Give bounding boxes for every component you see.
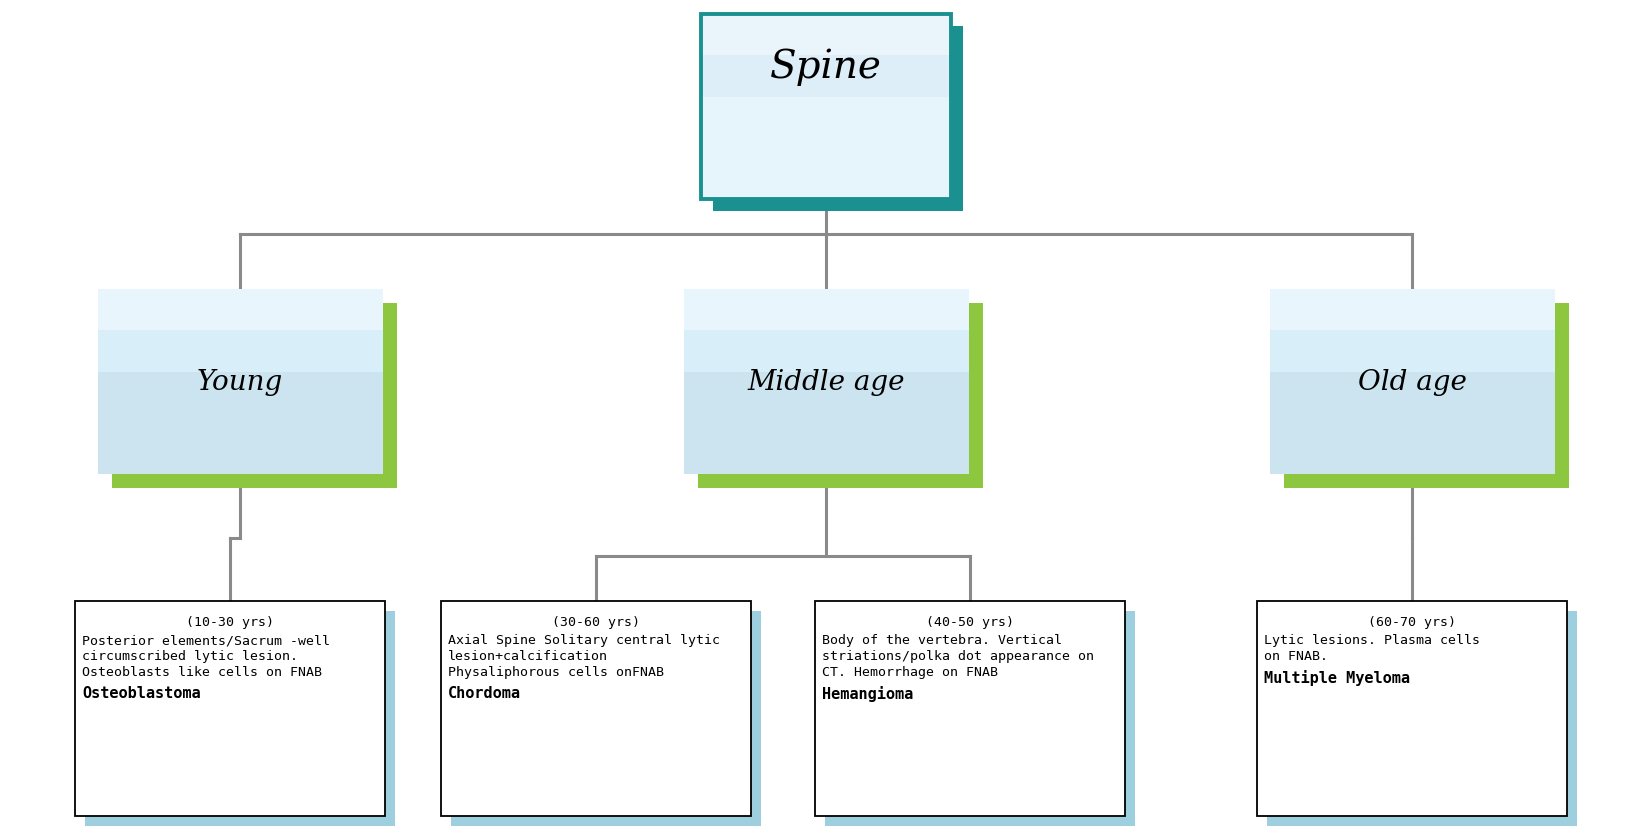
- FancyBboxPatch shape: [1269, 290, 1555, 373]
- Text: striations/polka dot appearance on: striations/polka dot appearance on: [823, 649, 1094, 662]
- Text: Hemangioma: Hemangioma: [823, 686, 914, 701]
- FancyBboxPatch shape: [824, 611, 1135, 826]
- FancyBboxPatch shape: [97, 290, 383, 474]
- FancyBboxPatch shape: [700, 15, 952, 99]
- FancyBboxPatch shape: [684, 290, 968, 474]
- Text: Chordoma: Chordoma: [448, 686, 520, 700]
- Text: Osteoblasts like cells on FNAB: Osteoblasts like cells on FNAB: [83, 665, 322, 678]
- FancyBboxPatch shape: [74, 601, 385, 816]
- Text: (60-70 yrs): (60-70 yrs): [1368, 615, 1455, 628]
- Text: Osteoblastoma: Osteoblastoma: [83, 686, 200, 700]
- FancyBboxPatch shape: [700, 15, 952, 55]
- FancyBboxPatch shape: [684, 290, 968, 330]
- FancyBboxPatch shape: [684, 290, 968, 373]
- Text: circumscribed lytic lesion.: circumscribed lytic lesion.: [83, 649, 297, 662]
- Text: Spine: Spine: [770, 48, 882, 85]
- Text: Old age: Old age: [1358, 368, 1467, 396]
- Text: Physaliphorous cells onFNAB: Physaliphorous cells onFNAB: [448, 665, 664, 678]
- Text: Axial Spine Solitary central lytic: Axial Spine Solitary central lytic: [448, 633, 720, 646]
- FancyBboxPatch shape: [714, 27, 963, 212]
- FancyBboxPatch shape: [1284, 304, 1568, 489]
- Text: (30-60 yrs): (30-60 yrs): [552, 615, 639, 628]
- Text: Body of the vertebra. Vertical: Body of the vertebra. Vertical: [823, 633, 1062, 646]
- Text: Multiple Myeloma: Multiple Myeloma: [1264, 669, 1411, 686]
- FancyBboxPatch shape: [1269, 290, 1555, 474]
- Text: lesion+calcification: lesion+calcification: [448, 649, 608, 662]
- FancyBboxPatch shape: [97, 290, 383, 330]
- FancyBboxPatch shape: [451, 611, 762, 826]
- FancyBboxPatch shape: [97, 290, 383, 373]
- Text: (10-30 yrs): (10-30 yrs): [187, 615, 274, 628]
- Text: Young: Young: [197, 368, 282, 396]
- FancyBboxPatch shape: [111, 304, 396, 489]
- FancyBboxPatch shape: [814, 601, 1125, 816]
- FancyBboxPatch shape: [1257, 601, 1568, 816]
- Text: CT. Hemorrhage on FNAB: CT. Hemorrhage on FNAB: [823, 665, 998, 678]
- Text: (40-50 yrs): (40-50 yrs): [927, 615, 1014, 628]
- Text: on FNAB.: on FNAB.: [1264, 649, 1328, 662]
- FancyBboxPatch shape: [700, 15, 952, 200]
- Text: Middle age: Middle age: [747, 368, 905, 396]
- FancyBboxPatch shape: [1269, 290, 1555, 330]
- FancyBboxPatch shape: [697, 304, 983, 489]
- Text: Lytic lesions. Plasma cells: Lytic lesions. Plasma cells: [1264, 633, 1480, 646]
- FancyBboxPatch shape: [1267, 611, 1578, 826]
- FancyBboxPatch shape: [84, 611, 395, 826]
- Text: Posterior elements/Sacrum -well: Posterior elements/Sacrum -well: [83, 633, 330, 646]
- FancyBboxPatch shape: [441, 601, 752, 816]
